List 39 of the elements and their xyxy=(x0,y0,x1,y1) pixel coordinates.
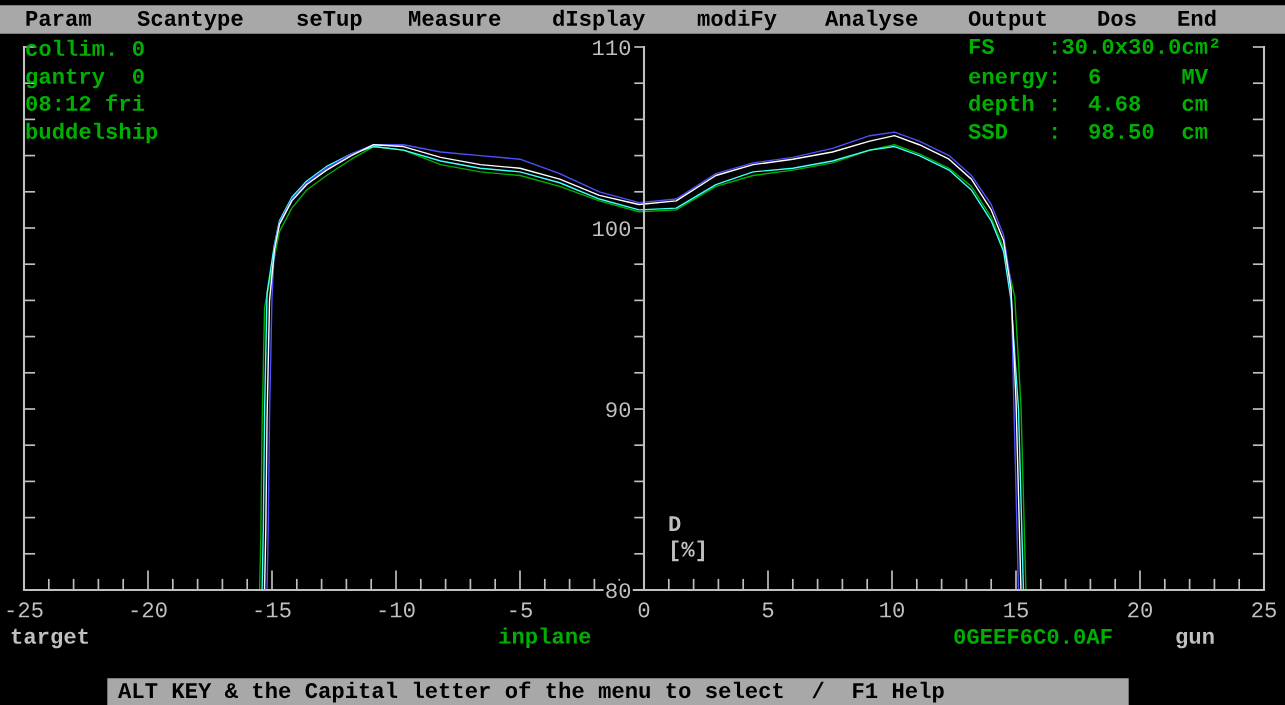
x-tick-label: 5 xyxy=(762,602,774,618)
annotation: collim. 0 xyxy=(26,39,144,56)
x-tick-label: -20 xyxy=(131,602,167,618)
x-tick-label: 0 xyxy=(638,602,650,618)
annotation: gantry 0 xyxy=(26,68,144,89)
annotation: depth : 4.68 cm xyxy=(969,94,1208,116)
y-tick-label: 100 xyxy=(593,221,631,237)
x-tick-label: 25 xyxy=(1252,602,1276,618)
annotation: FS :30.0x30.0cm² xyxy=(969,38,1219,54)
text: 0GEEF6C0.0AF xyxy=(954,628,1112,644)
text: seTup xyxy=(297,11,362,31)
text: Analyse xyxy=(825,9,918,31)
text: Output xyxy=(968,10,1046,31)
x-axis-title: inplane xyxy=(499,627,591,649)
x-tick-label: -25 xyxy=(7,602,43,618)
annotation: SSD : 98.50 cm xyxy=(968,123,1208,139)
x-tick-label: -5 xyxy=(510,602,532,618)
x-tick-label: 20 xyxy=(1128,602,1152,618)
x-tick-label: -15 xyxy=(255,602,291,618)
y-tick-label: 80 xyxy=(606,583,631,599)
text: Measure xyxy=(409,11,501,26)
annotation: 08:12 fri xyxy=(26,94,145,111)
text: End xyxy=(1178,9,1216,26)
text: gun xyxy=(1176,631,1214,649)
text: target xyxy=(11,628,88,649)
text: Param xyxy=(26,11,91,26)
text: Scantype xyxy=(137,10,243,31)
text: ALT KEY & the Capital letter of the menu to select / F1 Help xyxy=(118,681,944,703)
x-tick-label: -10 xyxy=(379,602,415,618)
y-tick-label: 110 xyxy=(593,40,631,56)
annotation: energy: 6 MV xyxy=(969,68,1209,89)
x-tick-label: 10 xyxy=(880,602,904,618)
text: dIsplay xyxy=(553,9,645,31)
text: modiFy xyxy=(697,9,777,31)
text: Dos xyxy=(1098,11,1136,26)
annotation: buddelship xyxy=(26,122,158,144)
y-tick-label: 90 xyxy=(606,402,631,418)
y-axis-title: D [%] xyxy=(669,516,704,562)
x-tick-label: 15 xyxy=(1004,602,1028,618)
